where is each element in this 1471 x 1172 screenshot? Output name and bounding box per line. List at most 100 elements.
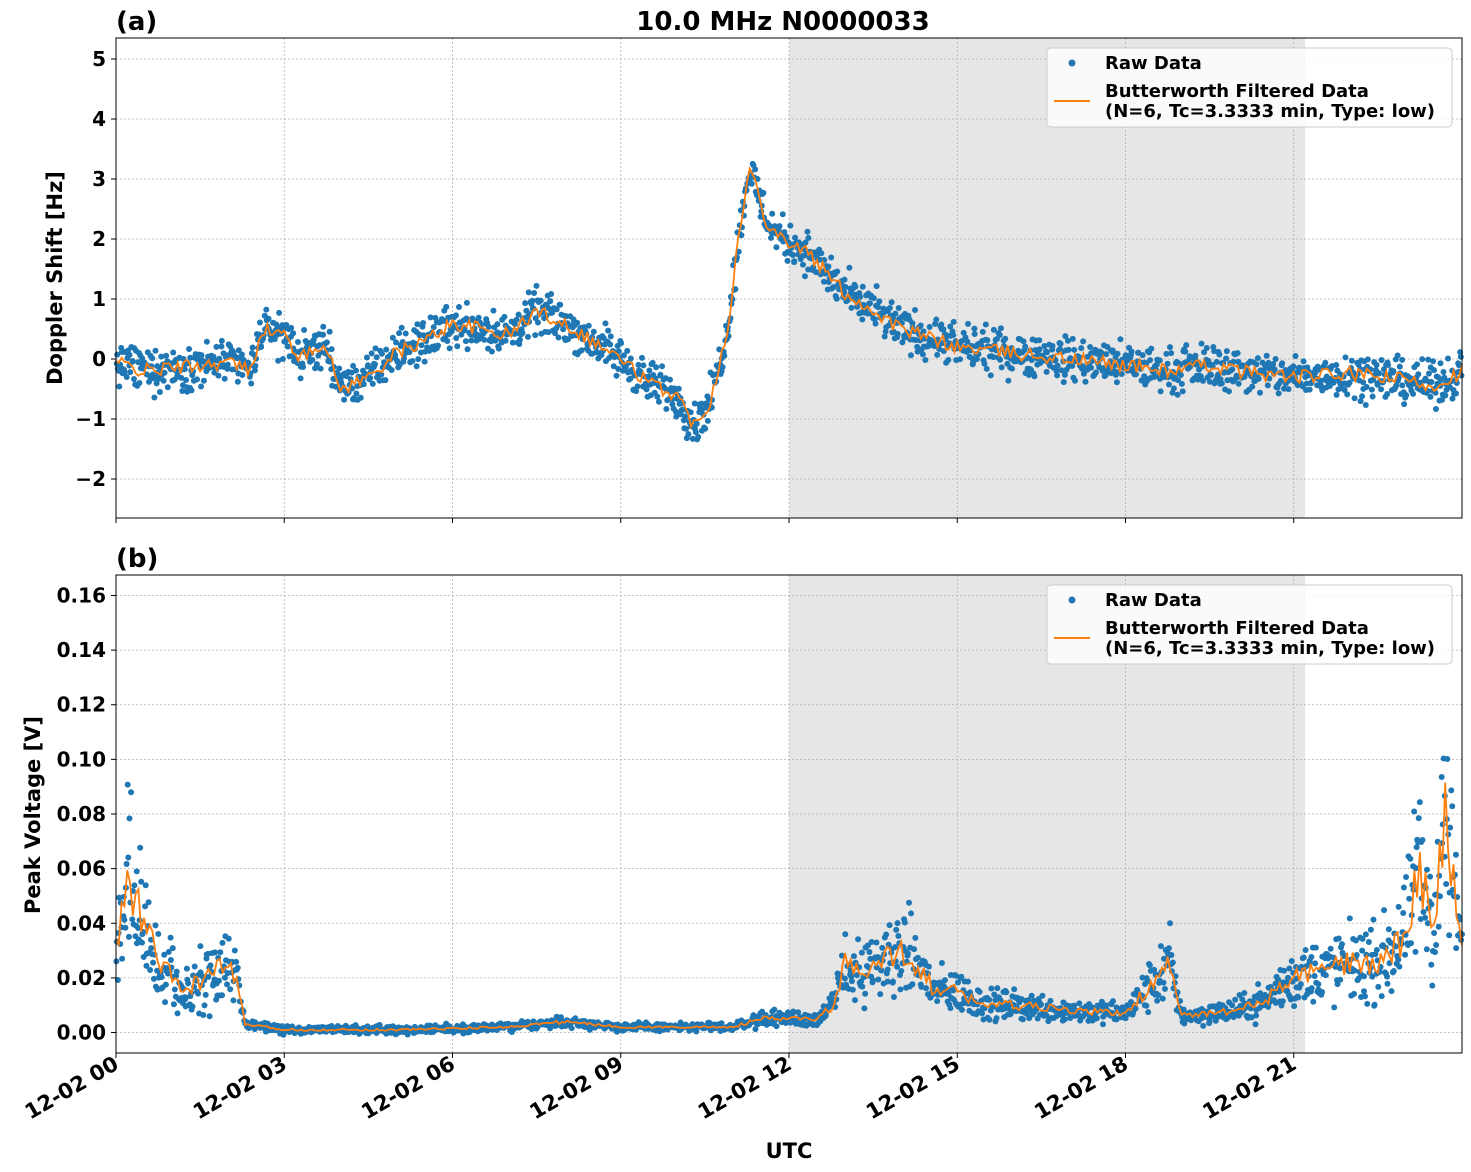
raw-data-point [1429, 982, 1436, 989]
raw-data-point [926, 324, 933, 331]
raw-data-point [239, 371, 246, 378]
raw-data-point [1054, 372, 1061, 379]
raw-data-point [1433, 942, 1440, 949]
raw-data-point [475, 314, 482, 321]
x-tick-label: 12-02 12 [694, 1052, 796, 1125]
raw-data-point [1381, 366, 1388, 373]
legend-b-raw-label: Raw Data [1105, 590, 1202, 611]
raw-data-point [191, 963, 198, 970]
raw-data-point [156, 388, 163, 395]
legend-a-raw-marker [1068, 59, 1076, 67]
raw-data-point [557, 1014, 564, 1021]
raw-data-point [1297, 981, 1304, 988]
raw-data-point [1249, 383, 1256, 390]
raw-data-point [225, 935, 232, 942]
raw-data-point [1393, 382, 1400, 389]
raw-data-point [464, 346, 471, 353]
raw-data-point [201, 1002, 208, 1009]
raw-data-point [799, 261, 806, 268]
raw-data-point [502, 337, 509, 344]
raw-data-point [1292, 352, 1299, 359]
raw-data-point [210, 353, 217, 360]
raw-data-point [1102, 371, 1109, 378]
raw-data-points-a [113, 160, 1465, 443]
raw-data-point [1311, 973, 1318, 980]
raw-data-point [1180, 1006, 1187, 1013]
raw-data-point [1368, 386, 1375, 393]
raw-data-point [1047, 997, 1054, 1004]
raw-data-point [702, 425, 709, 432]
raw-data-point [852, 283, 859, 290]
raw-data-point [1439, 821, 1446, 828]
raw-data-point [148, 945, 155, 952]
raw-data-point [1218, 380, 1225, 387]
raw-data-point [958, 1006, 965, 1013]
raw-data-point [372, 345, 379, 352]
raw-data-point [495, 345, 502, 352]
raw-data-point [879, 944, 886, 951]
raw-data-point [297, 375, 304, 382]
legend-a: Raw Data Butterworth Filtered Data (N=6,… [1046, 47, 1453, 128]
raw-data-point [884, 978, 891, 985]
raw-data-point [1360, 379, 1367, 386]
raw-data-point [142, 882, 149, 889]
raw-data-point [983, 365, 990, 372]
raw-data-point [453, 335, 460, 342]
raw-data-point [698, 400, 705, 407]
raw-data-point [849, 986, 856, 993]
raw-data-point [565, 336, 572, 343]
y-tick-label-b: 0.04 [57, 911, 106, 935]
raw-data-point [1346, 915, 1353, 922]
raw-data-point [1025, 372, 1032, 379]
raw-data-point [834, 268, 841, 275]
raw-data-point [859, 283, 866, 290]
raw-data-point [643, 386, 650, 393]
raw-data-point [894, 920, 901, 927]
raw-data-point [1071, 377, 1078, 384]
raw-data-point [895, 304, 902, 311]
raw-data-point [1295, 994, 1302, 1001]
raw-data-point [151, 394, 158, 401]
raw-data-point [1412, 865, 1419, 872]
raw-data-point [1146, 357, 1153, 364]
raw-data-point [1179, 388, 1186, 395]
raw-data-point [212, 949, 219, 956]
raw-data-point [454, 343, 461, 350]
raw-data-point [990, 354, 997, 361]
raw-data-point [938, 321, 945, 328]
raw-data-point [940, 326, 947, 333]
raw-data-point [198, 352, 205, 359]
y-tick-label-a: 2 [92, 227, 106, 251]
raw-data-point [1359, 947, 1366, 954]
raw-data-point [1279, 998, 1286, 1005]
raw-data-point [1378, 993, 1385, 1000]
raw-data-point [1264, 382, 1271, 389]
raw-data-point [1053, 368, 1060, 375]
raw-data-point [1447, 824, 1454, 831]
raw-data-point [657, 371, 664, 378]
raw-data-point [1168, 951, 1175, 958]
raw-data-point [160, 377, 167, 384]
raw-data-point [1235, 380, 1242, 387]
raw-data-point [1302, 946, 1309, 953]
raw-data-point [615, 348, 622, 355]
raw-data-point [463, 299, 470, 306]
y-tick-label-a: 5 [92, 47, 106, 71]
raw-data-point [804, 228, 811, 235]
raw-data-point [1375, 983, 1382, 990]
raw-data-point [142, 903, 149, 910]
raw-data-point [183, 965, 190, 972]
raw-data-point [1003, 989, 1010, 996]
raw-data-point [1154, 997, 1161, 1004]
raw-data-point [1005, 377, 1012, 384]
legend-b-raw-marker [1068, 596, 1076, 604]
raw-data-point [548, 290, 555, 297]
raw-data-point [234, 378, 241, 385]
raw-data-point [1308, 985, 1315, 992]
raw-data-point [813, 269, 820, 276]
raw-data-point [947, 1005, 954, 1012]
raw-data-point [610, 363, 617, 370]
raw-data-point [1435, 923, 1442, 930]
raw-data-point [227, 986, 234, 993]
raw-data-point [1281, 967, 1288, 974]
